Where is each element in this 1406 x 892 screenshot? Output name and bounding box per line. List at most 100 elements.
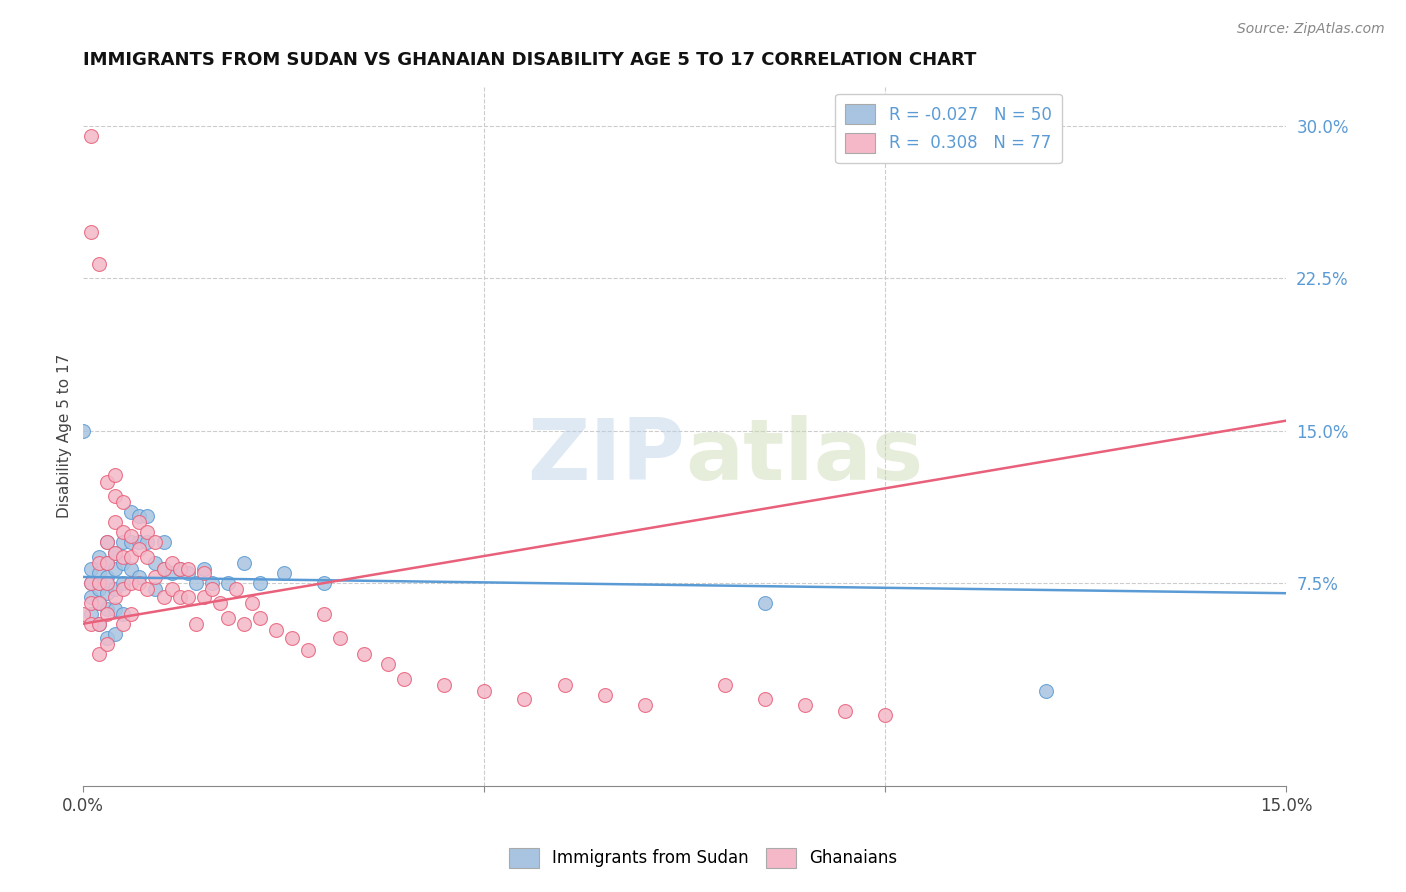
- Point: [714, 677, 737, 691]
- Point: [152, 591, 174, 605]
- Point: [136, 509, 159, 524]
- Point: [96, 602, 118, 616]
- Point: [225, 582, 247, 596]
- Point: [96, 570, 118, 584]
- Point: [128, 535, 150, 549]
- Point: [264, 623, 287, 637]
- Point: [120, 505, 142, 519]
- Point: [89, 576, 111, 591]
- Point: [80, 576, 103, 591]
- Point: [169, 591, 191, 605]
- Point: [128, 541, 150, 556]
- Point: [80, 616, 103, 631]
- Point: [120, 562, 142, 576]
- Point: [112, 549, 135, 564]
- Point: [89, 582, 111, 596]
- Point: [96, 631, 118, 645]
- Point: [96, 556, 118, 570]
- Text: atlas: atlas: [685, 416, 924, 499]
- Point: [89, 616, 111, 631]
- Point: [249, 576, 271, 591]
- Point: [80, 562, 103, 576]
- Point: [80, 596, 103, 610]
- Point: [754, 596, 776, 610]
- Point: [112, 576, 135, 591]
- Legend: R = -0.027   N = 50, R =  0.308   N = 77: R = -0.027 N = 50, R = 0.308 N = 77: [835, 94, 1062, 163]
- Point: [89, 549, 111, 564]
- Point: [176, 591, 198, 605]
- Point: [176, 566, 198, 580]
- Point: [128, 509, 150, 524]
- Point: [634, 698, 657, 712]
- Point: [128, 576, 150, 591]
- Point: [754, 691, 776, 706]
- Point: [152, 535, 174, 549]
- Point: [377, 657, 399, 672]
- Point: [104, 562, 127, 576]
- Point: [169, 562, 191, 576]
- Point: [593, 688, 616, 702]
- Point: [240, 596, 263, 610]
- Point: [184, 616, 207, 631]
- Point: [160, 582, 183, 596]
- Point: [193, 566, 215, 580]
- Point: [145, 556, 167, 570]
- Point: [152, 562, 174, 576]
- Point: [112, 525, 135, 540]
- Point: [112, 556, 135, 570]
- Point: [353, 647, 375, 661]
- Point: [89, 616, 111, 631]
- Point: [1035, 683, 1057, 698]
- Point: [104, 546, 127, 560]
- Point: [89, 257, 111, 271]
- Point: [120, 529, 142, 543]
- Point: [145, 535, 167, 549]
- Point: [184, 576, 207, 591]
- Point: [281, 631, 304, 645]
- Point: [80, 576, 103, 591]
- Point: [96, 475, 118, 489]
- Point: [112, 535, 135, 549]
- Text: IMMIGRANTS FROM SUDAN VS GHANAIAN DISABILITY AGE 5 TO 17 CORRELATION CHART: IMMIGRANTS FROM SUDAN VS GHANAIAN DISABI…: [83, 51, 977, 69]
- Point: [834, 704, 856, 718]
- Point: [104, 489, 127, 503]
- Point: [794, 698, 817, 712]
- Point: [217, 576, 239, 591]
- Point: [136, 549, 159, 564]
- Point: [136, 582, 159, 596]
- Point: [312, 576, 335, 591]
- Point: [208, 596, 231, 610]
- Text: Source: ZipAtlas.com: Source: ZipAtlas.com: [1237, 22, 1385, 37]
- Point: [472, 683, 495, 698]
- Point: [89, 556, 111, 570]
- Point: [96, 535, 118, 549]
- Point: [201, 576, 224, 591]
- Point: [96, 586, 118, 600]
- Point: [193, 591, 215, 605]
- Point: [169, 562, 191, 576]
- Point: [145, 570, 167, 584]
- Point: [104, 546, 127, 560]
- Point: [112, 607, 135, 621]
- Point: [329, 631, 352, 645]
- Point: [554, 677, 576, 691]
- Point: [875, 708, 897, 723]
- Point: [96, 556, 118, 570]
- Point: [136, 525, 159, 540]
- Point: [104, 468, 127, 483]
- Point: [513, 691, 536, 706]
- Text: ZIP: ZIP: [527, 416, 685, 499]
- Point: [96, 535, 118, 549]
- Legend: Immigrants from Sudan, Ghanaians: Immigrants from Sudan, Ghanaians: [502, 841, 904, 875]
- Point: [96, 637, 118, 651]
- Point: [72, 607, 94, 621]
- Point: [112, 582, 135, 596]
- Point: [392, 672, 415, 686]
- Point: [312, 607, 335, 621]
- Point: [128, 515, 150, 529]
- Point: [96, 607, 118, 621]
- Point: [232, 616, 254, 631]
- Point: [104, 582, 127, 596]
- Point: [128, 570, 150, 584]
- Point: [80, 225, 103, 239]
